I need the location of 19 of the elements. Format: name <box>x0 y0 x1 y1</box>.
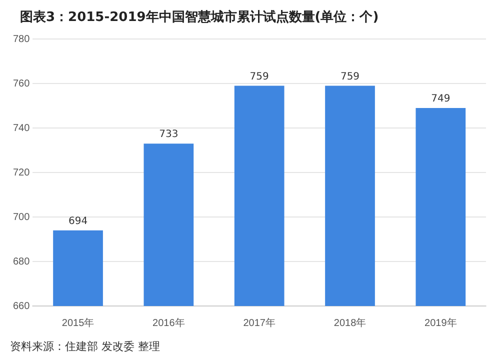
y-tick-label: 680 <box>12 256 30 268</box>
data-label: 759 <box>250 71 269 82</box>
y-tick-label: 700 <box>12 212 30 223</box>
y-tick-label: 780 <box>12 34 30 45</box>
x-tick-label: 2017年 <box>243 316 276 329</box>
text: 资料来源：住建部 发改委 整理 <box>10 339 160 354</box>
y-tick-label: 760 <box>12 78 30 90</box>
data-label: 733 <box>159 129 178 140</box>
data-label: 694 <box>68 216 88 227</box>
data-label: 759 <box>340 71 360 82</box>
y-tick-label: 740 <box>12 122 30 134</box>
x-tick-label: 2016年 <box>152 316 185 329</box>
x-tick-label: 2018年 <box>334 316 366 329</box>
chart-title: 图表3：2015-2019年中国智慧城市累计试点数量(单位：个) <box>20 8 379 26</box>
x-tick-label: 2019年 <box>424 316 457 329</box>
y-tick-label: 660 <box>12 300 30 312</box>
x-tick-label: 2015年 <box>62 316 94 329</box>
y-tick-label: 720 <box>12 167 30 178</box>
data-label: 749 <box>431 94 450 105</box>
